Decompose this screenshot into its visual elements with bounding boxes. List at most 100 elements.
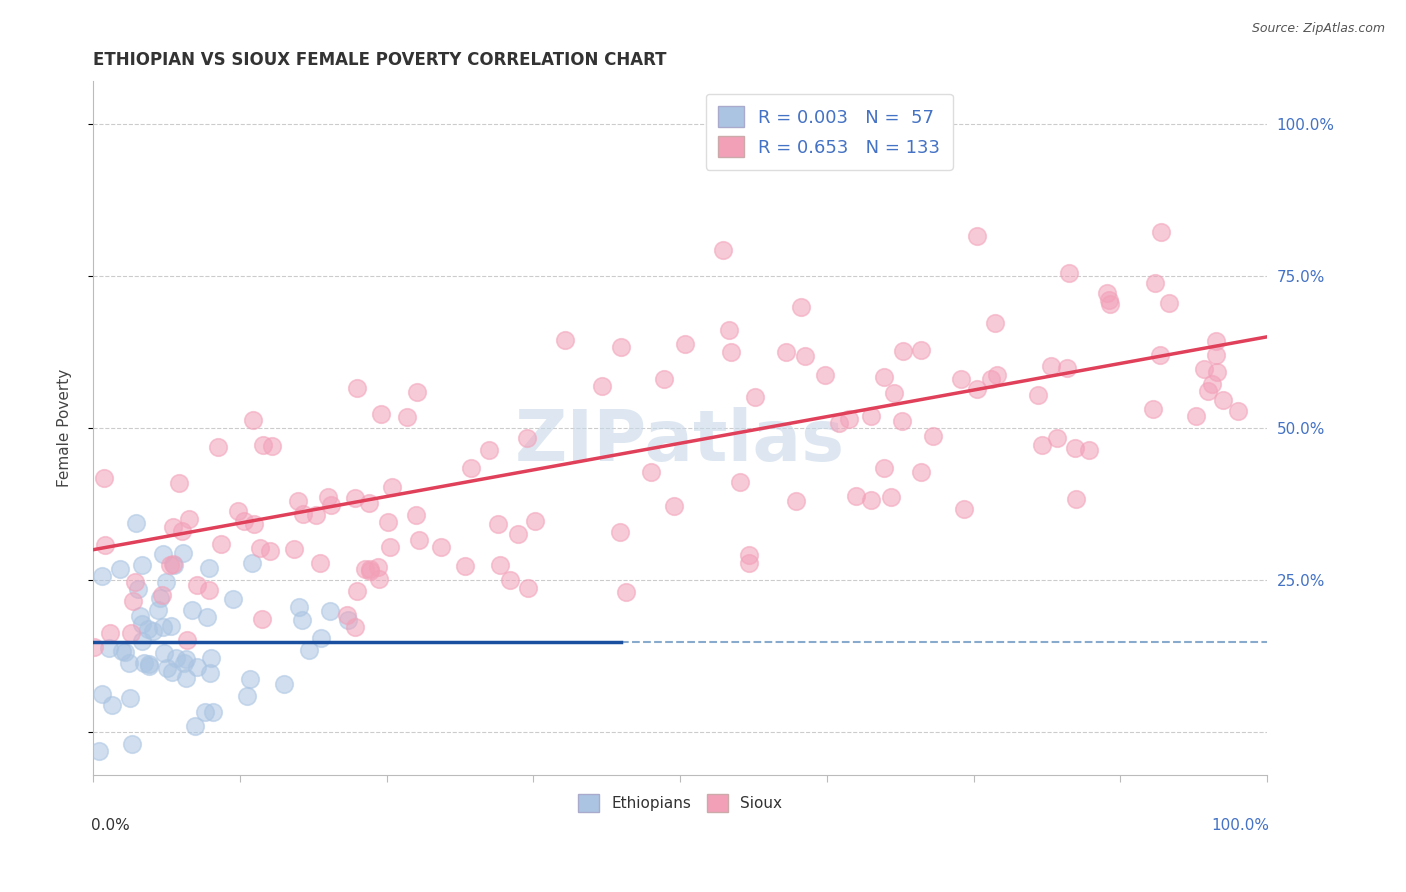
- Point: [308, 556, 330, 570]
- Point: [172, 546, 194, 560]
- Point: [292, 507, 315, 521]
- Point: [287, 493, 309, 508]
- Point: [1056, 360, 1078, 375]
- Point: [1226, 403, 1249, 417]
- Point: [718, 323, 741, 337]
- Point: [395, 409, 418, 424]
- Point: [354, 562, 377, 576]
- Point: [98, 640, 121, 655]
- Point: [174, 671, 197, 685]
- Point: [346, 584, 368, 599]
- Point: [675, 336, 697, 351]
- Point: [359, 564, 381, 578]
- Point: [1057, 266, 1080, 280]
- Point: [174, 651, 197, 665]
- Point: [259, 544, 281, 558]
- Point: [344, 620, 367, 634]
- Point: [1201, 377, 1223, 392]
- Point: [124, 574, 146, 589]
- Point: [891, 343, 914, 358]
- Point: [179, 512, 201, 526]
- Point: [288, 599, 311, 614]
- Point: [950, 372, 973, 386]
- Point: [114, 645, 136, 659]
- Point: [197, 610, 219, 624]
- Point: [173, 656, 195, 670]
- Point: [273, 677, 295, 691]
- Text: ETHIOPIAN VS SIOUX FEMALE POVERTY CORRELATION CHART: ETHIOPIAN VS SIOUX FEMALE POVERTY CORREL…: [93, 51, 666, 69]
- Point: [232, 514, 254, 528]
- Point: [120, 690, 142, 705]
- Point: [814, 368, 837, 382]
- Point: [150, 588, 173, 602]
- Point: [859, 409, 882, 423]
- Point: [198, 561, 221, 575]
- Point: [980, 372, 1002, 386]
- Point: [1078, 443, 1101, 458]
- Point: [198, 665, 221, 680]
- Point: [838, 411, 860, 425]
- Point: [162, 520, 184, 534]
- Point: [738, 548, 761, 562]
- Point: [506, 526, 529, 541]
- Point: [155, 574, 177, 589]
- Point: [165, 650, 187, 665]
- Point: [201, 706, 224, 720]
- Point: [152, 619, 174, 633]
- Legend: Ethiopians, Sioux: Ethiopians, Sioux: [571, 786, 790, 819]
- Point: [236, 689, 259, 703]
- Point: [359, 562, 381, 576]
- Point: [93, 470, 115, 484]
- Point: [138, 657, 160, 671]
- Point: [101, 698, 124, 712]
- Point: [478, 443, 501, 458]
- Point: [319, 499, 342, 513]
- Point: [138, 658, 160, 673]
- Point: [1031, 438, 1053, 452]
- Point: [516, 431, 538, 445]
- Point: [136, 622, 159, 636]
- Point: [1192, 362, 1215, 376]
- Point: [429, 540, 451, 554]
- Point: [249, 541, 271, 555]
- Point: [110, 644, 132, 658]
- Point: [118, 657, 141, 671]
- Point: [790, 300, 813, 314]
- Point: [129, 609, 152, 624]
- Point: [730, 475, 752, 489]
- Point: [1098, 297, 1121, 311]
- Point: [91, 569, 114, 583]
- Point: [207, 440, 229, 454]
- Point: [662, 499, 685, 513]
- Point: [1206, 365, 1229, 379]
- Point: [162, 558, 184, 572]
- Text: 100.0%: 100.0%: [1212, 818, 1270, 833]
- Point: [1098, 293, 1121, 308]
- Point: [1040, 359, 1063, 373]
- Point: [346, 381, 368, 395]
- Point: [640, 465, 662, 479]
- Point: [910, 343, 932, 357]
- Point: [405, 384, 427, 399]
- Point: [167, 476, 190, 491]
- Point: [221, 592, 243, 607]
- Point: [198, 583, 221, 598]
- Point: [367, 560, 389, 574]
- Point: [872, 460, 894, 475]
- Point: [921, 429, 943, 443]
- Point: [181, 603, 204, 617]
- Point: [368, 572, 391, 586]
- Point: [131, 634, 153, 648]
- Point: [194, 705, 217, 719]
- Point: [408, 533, 430, 548]
- Text: ZIPatlas: ZIPatlas: [515, 408, 845, 476]
- Point: [131, 617, 153, 632]
- Point: [744, 390, 766, 404]
- Point: [1185, 409, 1208, 424]
- Point: [297, 643, 319, 657]
- Point: [377, 515, 399, 529]
- Point: [337, 614, 360, 628]
- Point: [336, 608, 359, 623]
- Point: [98, 625, 121, 640]
- Point: [454, 559, 477, 574]
